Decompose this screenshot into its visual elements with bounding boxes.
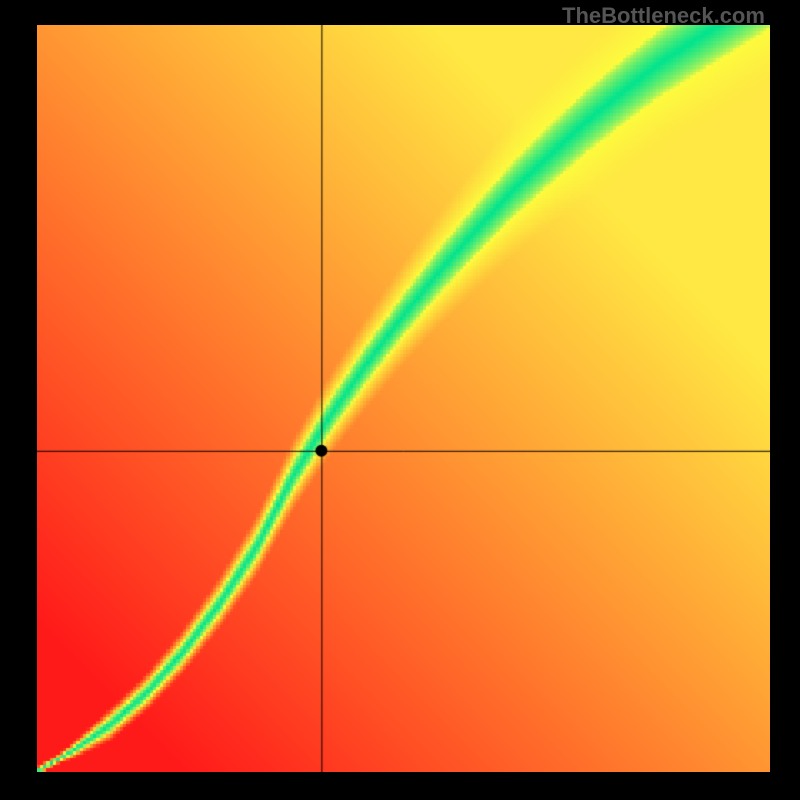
- chart-container: TheBottleneck.com: [0, 0, 800, 800]
- heatmap-canvas: [37, 25, 770, 772]
- attribution-text: TheBottleneck.com: [562, 3, 765, 29]
- plot-area: [37, 25, 770, 772]
